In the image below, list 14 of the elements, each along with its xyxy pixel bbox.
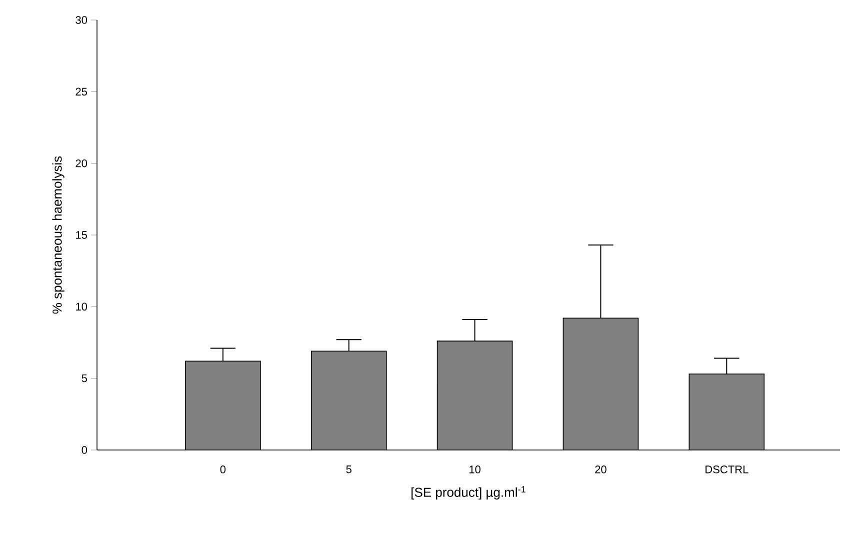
x-tick-label: 20	[595, 466, 606, 474]
y-tick-label: 15	[76, 231, 87, 239]
x-tick-label: 5	[346, 466, 352, 474]
y-tick-label: 0	[82, 446, 88, 454]
y-tick-label: 25	[76, 88, 87, 96]
x-tick-label: 0	[220, 466, 226, 474]
x-axis-title: [SE product] µg.ml$^{-1}$	[412, 486, 526, 500]
x-tick-label: 10	[470, 466, 480, 474]
y-tick-label: 30	[76, 16, 88, 24]
y-tick-label: 5	[82, 374, 88, 382]
x-tick-label: DSCTRL	[706, 466, 748, 474]
y-axis-title: % spontaneous haemolysis	[52, 156, 64, 314]
y-tick-label: 20	[76, 159, 88, 168]
y-tick-label: 10	[76, 302, 88, 311]
